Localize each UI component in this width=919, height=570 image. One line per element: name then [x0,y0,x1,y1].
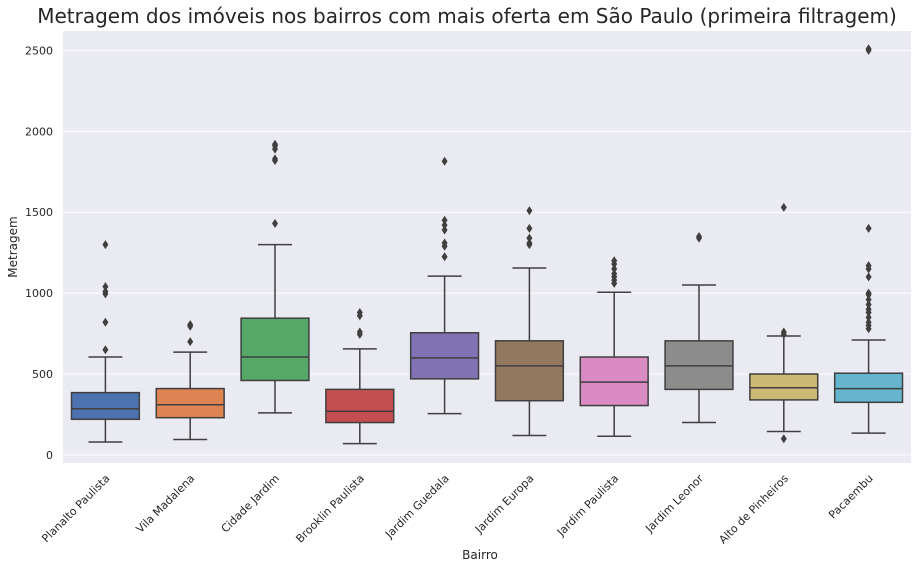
x-tick-label: Jardim Paulista [554,472,621,539]
box-iqr [325,388,395,424]
outlier-point [441,220,448,230]
outlier-point [865,295,872,305]
outlier-point [611,264,618,274]
x-tick-labels: Planalto Paulista Vila Madalena Cidade Jar… [39,472,875,547]
outlier-point [187,337,194,347]
outlier-point [102,282,109,292]
box-group [749,202,819,444]
x-tick-label: Vila Madalena [134,472,198,536]
x-tick-label: Jardim Guedala [382,472,452,542]
y-tick-label: 2000 [25,125,53,138]
y-tick-labels: 0 500 1000 1500 2000 2500 [25,44,53,461]
box-group [70,240,141,443]
outlier-point [102,345,109,355]
outlier-point [865,272,872,282]
outlier-point [356,327,363,337]
outlier-point [102,317,109,327]
x-tick-label: Brooklin Paulista [293,472,367,546]
y-tick-label: 0 [46,449,53,462]
box-iqr [749,373,819,401]
x-tick-label: Alto de Pinheiros [716,472,791,547]
outlier-point [865,223,872,233]
outlier-point [272,139,278,149]
outlier-point [272,219,278,229]
box-iqr [833,372,904,404]
outlier-point [187,320,194,330]
outlier-point [441,238,448,248]
x-tick-label: Planalto Paulista [39,472,112,545]
boxes [70,44,904,445]
outlier-point [526,206,533,216]
outlier-point [780,327,787,337]
box-iqr [579,356,649,407]
x-tick-label: Pacaembu [826,472,876,522]
outlier-point [611,269,618,279]
outlier-point [102,286,109,296]
outlier-point [102,240,109,250]
outlier-point [526,238,533,248]
outlier-point [865,299,872,309]
outlier-point [865,44,872,54]
box-group [494,206,565,437]
outlier-point [611,256,618,266]
y-tick-label: 1000 [25,287,53,300]
box-group [325,308,395,445]
outlier-point [865,261,872,271]
chart-title: Metragem dos imóveis nos bairros com mai… [37,4,897,28]
y-tick-label: 1500 [25,206,53,219]
x-axis-label: Bairro [462,548,498,562]
outlier-point [441,252,448,262]
box-group [155,320,225,441]
x-tick-label: Jardim Leonor [642,472,706,536]
outlier-point [696,231,702,241]
outlier-point [865,312,872,322]
x-tick-label: Cidade Jardim [219,472,282,535]
grid-lines [63,49,911,456]
box-group [833,44,904,434]
outlier-point [865,304,872,314]
outlier-point [865,317,872,327]
x-tick-label: Jardim Europa [472,472,537,537]
outlier-point [780,434,787,444]
outlier-point [865,288,872,298]
box-iqr [664,340,734,391]
y-tick-label: 2500 [25,44,53,57]
outlier-point [526,233,533,243]
y-tick-label: 500 [32,368,53,381]
outlier-point [780,202,787,212]
box-iqr [155,387,225,419]
y-axis-label: Metragem [6,216,20,277]
box-group [409,156,480,415]
outlier-point [441,156,448,166]
outlier-point [526,223,533,233]
box-iqr [409,332,480,380]
box-iqr [70,391,141,421]
box-group [664,231,734,424]
box-group [579,256,649,438]
box-iqr [494,340,565,402]
box-group [240,139,310,414]
outlier-point [272,154,278,164]
outlier-point [441,215,448,225]
outlier-point [441,225,448,235]
box-iqr [240,317,310,382]
outlier-point [356,308,363,318]
